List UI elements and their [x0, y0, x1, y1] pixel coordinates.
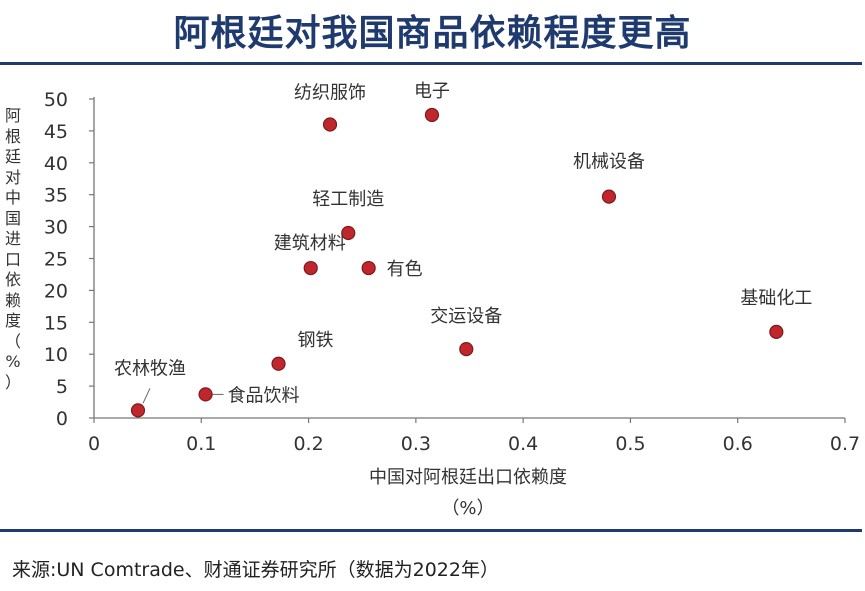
- y-axis-label-char: 依: [4, 270, 21, 289]
- y-axis-label: 阿根廷对中国进口依赖度（%）: [3, 106, 23, 393]
- data-point: [769, 324, 784, 339]
- data-point: [303, 260, 318, 276]
- y-axis-label-char: 阿: [4, 106, 21, 125]
- y-tick-label: 30: [44, 217, 68, 239]
- y-axis-label-char: 根: [4, 126, 21, 146]
- x-tick-label: 0.1: [186, 433, 216, 455]
- y-tick-label: 45: [44, 121, 68, 143]
- y-tick-label: 40: [44, 153, 68, 175]
- x-tick-label: 0.2: [293, 433, 323, 455]
- data-point: [601, 189, 617, 204]
- y-axis-label-char: 度: [4, 311, 21, 330]
- y-axis-label-char: %: [5, 352, 21, 371]
- y-axis-label-char: ）: [4, 372, 21, 392]
- y-tick-label: 20: [44, 280, 68, 302]
- point-label: 钢铁: [298, 330, 334, 351]
- y-tick-label: 35: [44, 185, 68, 207]
- data-point: [198, 387, 213, 402]
- data-point: [322, 117, 338, 132]
- y-axis-label-char: （: [4, 331, 21, 351]
- top-divider: [0, 62, 862, 65]
- y-tick-label: 15: [44, 312, 68, 334]
- y-tick-label: 5: [56, 376, 68, 398]
- y-axis-label-char: 廷: [4, 147, 21, 166]
- point-label: 食品饮料: [228, 385, 300, 406]
- point-label: 有色: [387, 259, 423, 280]
- y-tick-label: 50: [44, 89, 68, 111]
- bottom-divider: [0, 529, 862, 532]
- point-label: 轻工制造: [312, 189, 384, 210]
- y-axis-label-char: 对: [4, 167, 21, 187]
- point-label: 农林牧渔: [114, 358, 186, 379]
- data-point: [459, 341, 474, 357]
- leader-line: [142, 388, 151, 404]
- chart-title: 阿根廷对我国商品依赖程度更高: [173, 13, 692, 54]
- point-label: 纺织服饰: [294, 83, 366, 104]
- x-tick-label: 0.6: [723, 433, 753, 455]
- x-tick-label: 0.7: [830, 433, 860, 455]
- source-note: 来源:UN Comtrade、财通证券研究所（数据为2022年）: [12, 559, 499, 581]
- y-axis-label-char: 口: [4, 249, 21, 269]
- point-label: 基础化工: [740, 288, 812, 309]
- y-tick-label: 25: [44, 249, 68, 271]
- x-tick-label: 0.5: [615, 433, 645, 455]
- y-axis-label-char: 赖: [4, 290, 21, 310]
- data-point: [424, 107, 440, 123]
- x-axis-unit: （%）: [441, 498, 494, 519]
- data-point: [130, 403, 146, 418]
- point-label: 机械设备: [573, 152, 645, 173]
- data-point: [271, 356, 286, 371]
- x-axis-label: 中国对阿根廷出口依赖度: [369, 467, 567, 488]
- data-point: [341, 225, 356, 241]
- y-axis-label-char: 进: [4, 229, 21, 248]
- y-axis-label-char: 国: [4, 208, 21, 228]
- y-tick-label: 0: [56, 408, 68, 430]
- point-label: 电子: [414, 81, 450, 102]
- x-tick-label: 0: [88, 433, 100, 455]
- point-label: 建筑材料: [274, 233, 346, 254]
- data-point: [361, 260, 376, 276]
- x-tick-label: 0.4: [508, 433, 538, 455]
- y-axis-label-char: 中: [4, 188, 21, 207]
- y-tick-label: 10: [44, 344, 68, 366]
- point-label: 交运设备: [430, 306, 502, 327]
- x-tick-label: 0.3: [401, 433, 431, 455]
